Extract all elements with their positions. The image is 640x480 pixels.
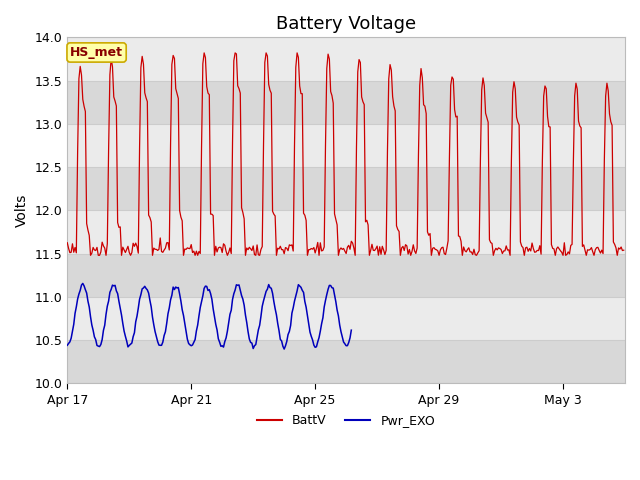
Title: Battery Voltage: Battery Voltage: [276, 15, 416, 33]
Y-axis label: Volts: Volts: [15, 193, 29, 227]
Bar: [67, 167, 625, 210]
Bar: [67, 340, 625, 384]
Bar: [67, 297, 625, 340]
Legend: BattV, Pwr_EXO: BattV, Pwr_EXO: [252, 409, 440, 432]
Bar: [67, 37, 625, 81]
Bar: [67, 124, 625, 167]
Bar: [67, 253, 625, 297]
Text: HS_met: HS_met: [70, 46, 123, 59]
Bar: [67, 81, 625, 124]
Bar: [67, 210, 625, 253]
